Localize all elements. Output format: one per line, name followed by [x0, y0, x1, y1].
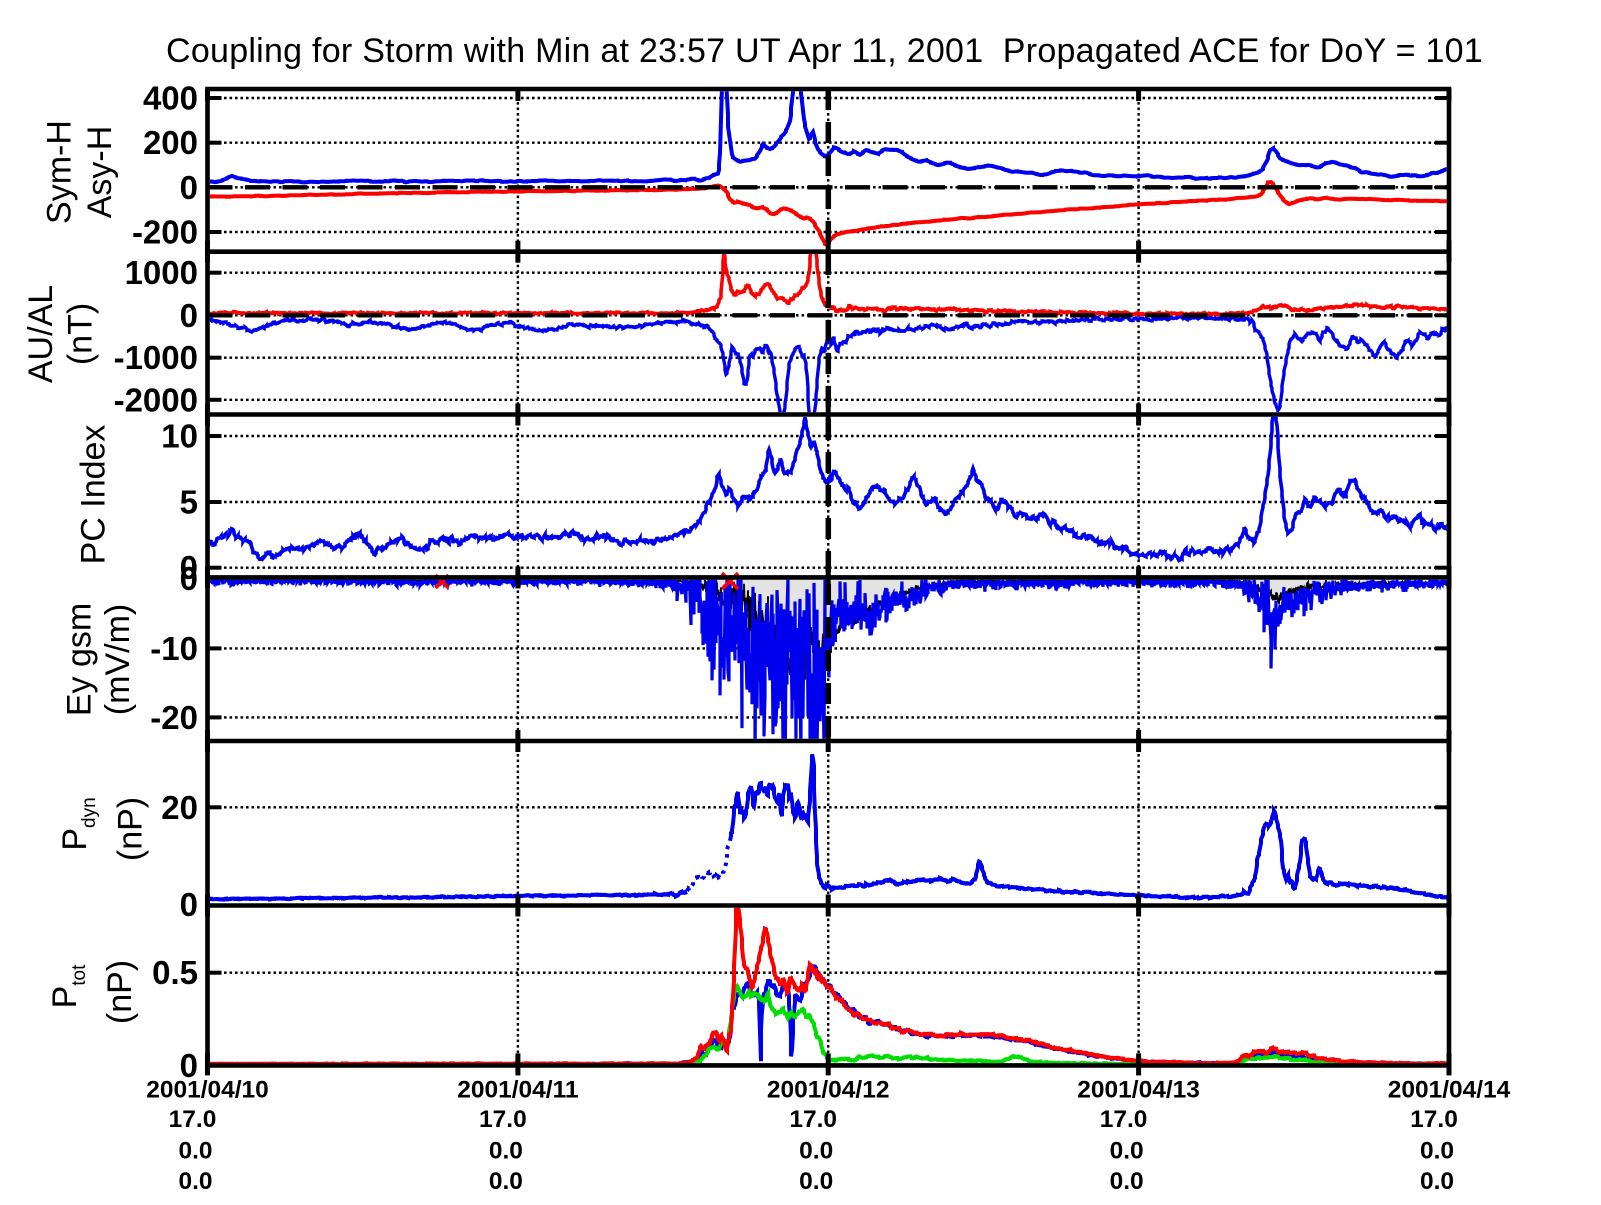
svg-text:Asy-H: Asy-H	[81, 126, 119, 219]
svg-text:400: 400	[143, 80, 198, 117]
svg-text:0: 0	[180, 549, 198, 586]
svg-text:0: 0	[180, 886, 198, 923]
svg-text:10: 10	[161, 418, 198, 455]
svg-text:(nP): (nP)	[111, 797, 149, 861]
svg-text:5: 5	[180, 484, 198, 521]
svg-text:0: 0	[180, 1047, 198, 1084]
svg-text:0.0: 0.0	[178, 1138, 212, 1165]
svg-text:PC Index: PC Index	[75, 425, 113, 565]
svg-text:AU/AL: AU/AL	[22, 285, 60, 383]
svg-text:0.0: 0.0	[1420, 1168, 1454, 1195]
svg-text:2001/04/13: 2001/04/13	[1077, 1077, 1200, 1104]
svg-text:2001/04/12: 2001/04/12	[767, 1077, 890, 1104]
svg-text:Sym-H: Sym-H	[41, 120, 79, 224]
svg-text:0.5: 0.5	[152, 954, 198, 991]
svg-text:0.0: 0.0	[489, 1138, 523, 1165]
svg-text:0: 0	[180, 297, 198, 334]
svg-text:0.0: 0.0	[799, 1138, 833, 1165]
svg-text:2001/04/14: 2001/04/14	[1388, 1077, 1511, 1104]
svg-text:-20: -20	[150, 699, 198, 736]
svg-text:17.0: 17.0	[1100, 1106, 1148, 1133]
svg-text:-1000: -1000	[114, 339, 198, 376]
svg-text:1000: 1000	[125, 254, 198, 291]
svg-text:17.0: 17.0	[789, 1106, 837, 1133]
svg-text:0.0: 0.0	[178, 1168, 212, 1195]
svg-text:(nP): (nP)	[101, 960, 139, 1024]
svg-text:2001/04/10: 2001/04/10	[146, 1077, 269, 1104]
svg-text:-10: -10	[150, 630, 198, 667]
svg-text:2001/04/11: 2001/04/11	[457, 1077, 578, 1104]
svg-text:17.0: 17.0	[479, 1106, 527, 1133]
svg-text:Ey gsm: Ey gsm	[61, 603, 99, 716]
svg-text:(mV/m): (mV/m)	[99, 604, 137, 715]
svg-text:17.0: 17.0	[169, 1106, 217, 1133]
svg-text:-200: -200	[132, 214, 198, 251]
svg-text:0.0: 0.0	[1110, 1168, 1144, 1195]
svg-text:0.0: 0.0	[799, 1168, 833, 1195]
svg-text:0.0: 0.0	[1420, 1138, 1454, 1165]
svg-text:0.0: 0.0	[1110, 1138, 1144, 1165]
svg-text:0: 0	[180, 560, 198, 597]
svg-text:(nT): (nT)	[61, 303, 99, 365]
svg-text:0: 0	[180, 169, 198, 206]
svg-text:20: 20	[161, 789, 198, 826]
svg-text:17.0: 17.0	[1410, 1106, 1458, 1133]
svg-text:-2000: -2000	[114, 381, 198, 418]
svg-text:0.0: 0.0	[489, 1168, 523, 1195]
svg-text:200: 200	[143, 124, 198, 161]
svg-text:Coupling for Storm with Min at: Coupling for Storm with Min at 23:57 UT …	[166, 32, 1483, 70]
